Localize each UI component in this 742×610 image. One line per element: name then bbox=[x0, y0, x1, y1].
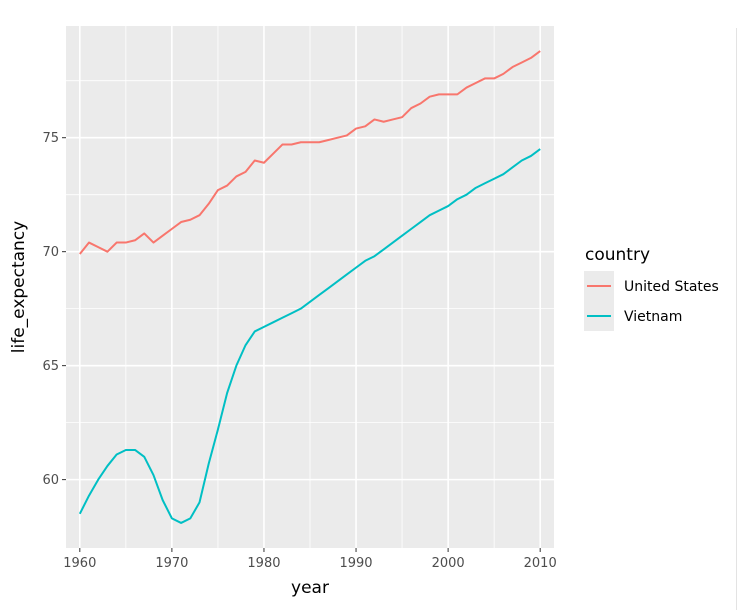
x-tick-label: 1960 bbox=[63, 556, 96, 571]
legend-label-vietnam: Vietnam bbox=[624, 309, 682, 325]
window-edge-divider bbox=[736, 28, 737, 610]
y-tick-label: 75 bbox=[42, 131, 59, 146]
x-tick-label: 2000 bbox=[432, 556, 465, 571]
x-tick-label: 1970 bbox=[155, 556, 188, 571]
y-tick-label: 70 bbox=[42, 245, 59, 260]
x-tick-label: 2010 bbox=[524, 556, 557, 571]
x-axis: 1960 1970 1980 1990 2000 2010 bbox=[63, 548, 557, 571]
grid-minor bbox=[66, 26, 554, 548]
series-lines bbox=[78, 50, 541, 524]
y-tick-label: 60 bbox=[42, 473, 59, 488]
grid-major bbox=[66, 26, 554, 548]
series-line-vietnam bbox=[78, 148, 541, 524]
legend-label-united-states: United States bbox=[624, 279, 719, 295]
y-axis-title: life_expectancy bbox=[9, 221, 29, 353]
y-axis: 60 65 70 75 bbox=[42, 131, 66, 488]
x-tick-label: 1980 bbox=[247, 556, 280, 571]
legend-title: country bbox=[585, 245, 650, 265]
y-tick-label: 65 bbox=[42, 359, 59, 374]
series-line-united-states bbox=[79, 50, 541, 255]
legend: country United States Vietnam bbox=[584, 245, 719, 331]
x-axis-title: year bbox=[291, 578, 329, 598]
x-tick-label: 1990 bbox=[339, 556, 372, 571]
